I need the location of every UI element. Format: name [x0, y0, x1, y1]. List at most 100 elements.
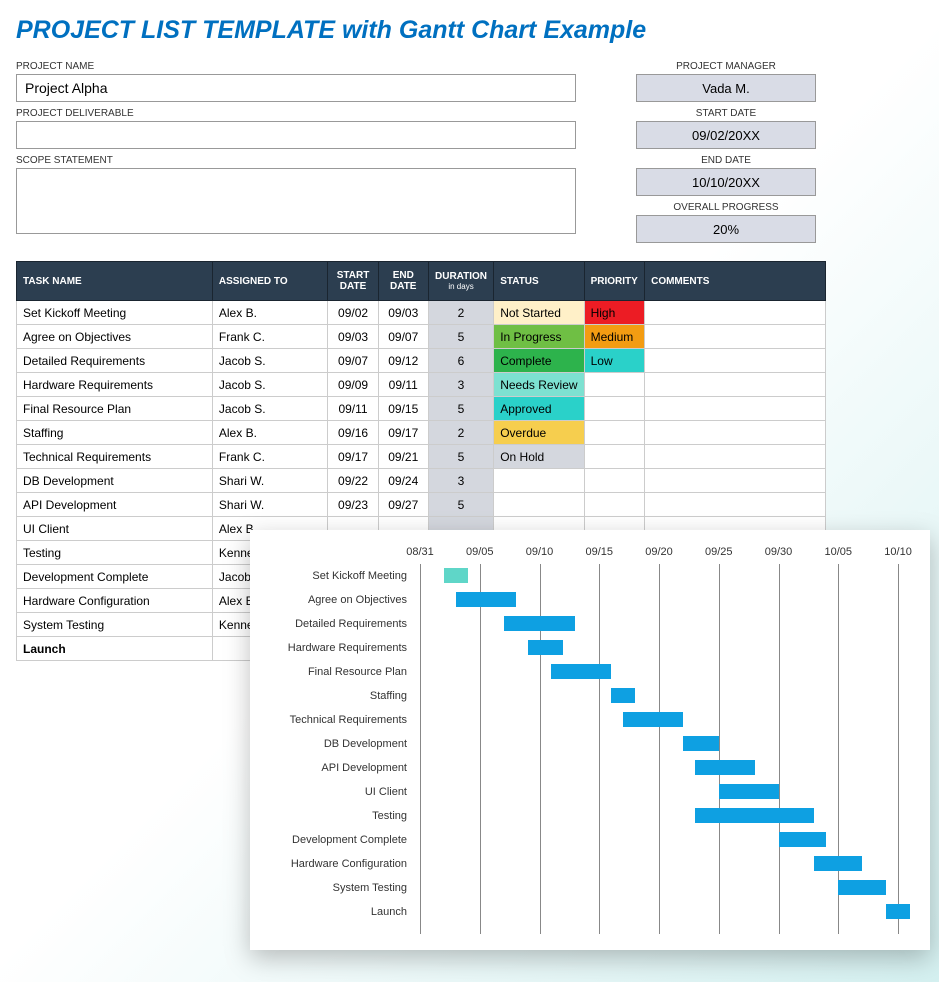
table-cell[interactable]: Development Complete	[17, 565, 213, 589]
table-cell[interactable]: Technical Requirements	[17, 445, 213, 469]
table-cell[interactable]: In Progress	[494, 325, 584, 349]
table-cell[interactable]: Medium	[584, 325, 645, 349]
table-cell[interactable]: Low	[584, 349, 645, 373]
table-cell[interactable]: 09/23	[328, 493, 378, 517]
table-cell[interactable]: Testing	[17, 541, 213, 565]
table-cell[interactable]: UI Client	[17, 517, 213, 541]
table-cell[interactable]: 5	[428, 445, 493, 469]
table-cell[interactable]: 3	[428, 373, 493, 397]
table-cell[interactable]: Hardware Configuration	[17, 589, 213, 613]
table-cell[interactable]	[645, 349, 826, 373]
table-cell[interactable]: Overdue	[494, 421, 584, 445]
th-priority: PRIORITY	[584, 262, 645, 301]
table-cell[interactable]: 09/03	[378, 301, 428, 325]
table-cell[interactable]: Hardware Requirements	[17, 373, 213, 397]
table-cell[interactable]: Alex B.	[212, 301, 328, 325]
table-cell[interactable]: Jacob S.	[212, 397, 328, 421]
project-name-input[interactable]	[16, 74, 576, 102]
table-cell[interactable]	[584, 493, 645, 517]
table-cell[interactable]: 09/11	[378, 373, 428, 397]
table-cell[interactable]: 09/11	[328, 397, 378, 421]
table-cell[interactable]: Shari W.	[212, 493, 328, 517]
gantt-row-label: Hardware Configuration	[260, 858, 415, 870]
table-cell[interactable]: Shari W.	[212, 469, 328, 493]
table-cell[interactable]	[494, 493, 584, 517]
table-cell[interactable]	[645, 373, 826, 397]
table-cell[interactable]	[645, 421, 826, 445]
table-cell[interactable]: System Testing	[17, 613, 213, 637]
table-cell[interactable]	[645, 493, 826, 517]
project-manager-value: Vada M.	[636, 74, 816, 102]
table-cell[interactable]: 09/24	[378, 469, 428, 493]
start-date-label: START DATE	[636, 108, 816, 119]
table-cell[interactable]: Set Kickoff Meeting	[17, 301, 213, 325]
table-cell[interactable]: 09/17	[328, 445, 378, 469]
table-cell[interactable]	[645, 397, 826, 421]
gantt-row: Testing	[260, 804, 910, 828]
table-cell[interactable]: 2	[428, 301, 493, 325]
table-cell[interactable]: 09/15	[378, 397, 428, 421]
table-cell[interactable]	[645, 325, 826, 349]
table-cell[interactable]: 09/12	[378, 349, 428, 373]
table-cell[interactable]: High	[584, 301, 645, 325]
table-cell[interactable]: 09/22	[328, 469, 378, 493]
table-cell[interactable]: Agree on Objectives	[17, 325, 213, 349]
gantt-row: Set Kickoff Meeting	[260, 564, 910, 588]
table-cell[interactable]: Frank C.	[212, 325, 328, 349]
gantt-axis-label: 09/30	[765, 546, 793, 558]
table-cell[interactable]: 09/03	[328, 325, 378, 349]
table-cell[interactable]	[584, 445, 645, 469]
scope-statement-input[interactable]	[16, 168, 576, 234]
table-cell[interactable]: 6	[428, 349, 493, 373]
table-cell[interactable]	[584, 373, 645, 397]
table-cell[interactable]: Final Resource Plan	[17, 397, 213, 421]
table-cell[interactable]: Jacob S.	[212, 373, 328, 397]
table-cell[interactable]	[584, 421, 645, 445]
table-cell[interactable]: 09/07	[378, 325, 428, 349]
table-cell[interactable]	[645, 469, 826, 493]
table-cell[interactable]: Needs Review	[494, 373, 584, 397]
table-cell[interactable]	[645, 301, 826, 325]
table-cell[interactable]: 5	[428, 493, 493, 517]
table-cell[interactable]: Detailed Requirements	[17, 349, 213, 373]
table-cell[interactable]: Complete	[494, 349, 584, 373]
table-cell[interactable]: 09/02	[328, 301, 378, 325]
table-cell[interactable]: 09/09	[328, 373, 378, 397]
table-cell[interactable]: API Development	[17, 493, 213, 517]
gantt-bar	[504, 616, 576, 631]
table-cell[interactable]: 5	[428, 397, 493, 421]
table-cell[interactable]: DB Development	[17, 469, 213, 493]
gantt-row-label: Development Complete	[260, 834, 415, 846]
table-cell[interactable]	[584, 397, 645, 421]
table-cell[interactable]: Alex B.	[212, 421, 328, 445]
gantt-bar	[528, 640, 564, 655]
table-row: StaffingAlex B.09/1609/172Overdue	[17, 421, 826, 445]
table-cell[interactable]: 3	[428, 469, 493, 493]
gantt-bar	[695, 760, 755, 775]
table-cell[interactable]: 09/16	[328, 421, 378, 445]
gantt-axis: 08/3109/0509/1009/1509/2009/2509/3010/05…	[420, 546, 910, 564]
table-cell[interactable]: Jacob S.	[212, 349, 328, 373]
scope-statement-label: SCOPE STATEMENT	[16, 155, 576, 166]
table-cell[interactable]	[584, 469, 645, 493]
project-deliverable-input[interactable]	[16, 121, 576, 149]
table-cell[interactable]: Approved	[494, 397, 584, 421]
table-cell[interactable]: On Hold	[494, 445, 584, 469]
gantt-row-label: Technical Requirements	[260, 714, 415, 726]
gantt-rows: Set Kickoff MeetingAgree on ObjectivesDe…	[260, 564, 910, 934]
table-cell[interactable]: Staffing	[17, 421, 213, 445]
table-cell[interactable]	[494, 469, 584, 493]
table-cell[interactable]: 5	[428, 325, 493, 349]
table-cell[interactable]: 09/17	[378, 421, 428, 445]
table-cell[interactable]: 2	[428, 421, 493, 445]
project-deliverable-label: PROJECT DELIVERABLE	[16, 108, 576, 119]
table-cell[interactable]	[645, 445, 826, 469]
table-cell[interactable]: 09/07	[328, 349, 378, 373]
table-cell[interactable]: Not Started	[494, 301, 584, 325]
table-cell[interactable]: 09/27	[378, 493, 428, 517]
overall-progress-value: 20%	[636, 215, 816, 243]
table-cell[interactable]: 09/21	[378, 445, 428, 469]
table-cell[interactable]: Launch	[17, 637, 213, 661]
table-row: Hardware RequirementsJacob S.09/0909/113…	[17, 373, 826, 397]
table-cell[interactable]: Frank C.	[212, 445, 328, 469]
